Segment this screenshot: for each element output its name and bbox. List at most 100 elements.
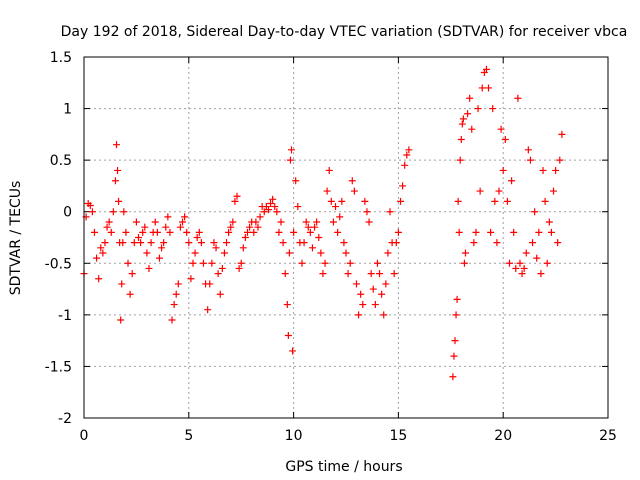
data-point — [306, 228, 314, 236]
data-points — [80, 65, 566, 381]
data-point — [216, 290, 224, 298]
data-point — [162, 223, 170, 231]
data-point — [139, 228, 147, 236]
data-point — [451, 337, 459, 345]
data-point — [233, 192, 241, 200]
data-point — [558, 130, 566, 138]
data-point — [241, 234, 249, 241]
data-point — [168, 316, 176, 324]
data-point — [158, 244, 166, 252]
data-point — [286, 156, 294, 164]
data-point — [556, 156, 564, 164]
data-point — [187, 275, 195, 283]
data-point — [124, 259, 132, 267]
data-point — [137, 239, 145, 247]
data-point — [197, 239, 205, 247]
data-point — [246, 223, 254, 231]
data-point — [464, 110, 472, 118]
data-point — [134, 234, 142, 241]
x-axis-label: GPS time / hours — [285, 459, 402, 475]
y-axis-label: SDTVAR / TECUs — [8, 181, 24, 296]
data-point — [174, 280, 182, 288]
data-point — [539, 166, 547, 174]
data-point — [367, 270, 375, 278]
y-tick-label: 0.5 — [50, 153, 72, 169]
data-point — [229, 218, 237, 226]
data-point — [103, 223, 111, 231]
data-point — [550, 187, 558, 195]
data-point — [308, 244, 316, 252]
data-point — [452, 311, 460, 319]
data-point — [376, 270, 384, 278]
data-point — [218, 264, 226, 272]
data-point — [122, 228, 130, 236]
data-point — [543, 259, 551, 267]
data-point — [225, 228, 233, 236]
data-point — [384, 249, 392, 257]
data-point — [281, 270, 289, 278]
data-point — [508, 177, 516, 185]
data-point — [535, 228, 543, 236]
data-point — [489, 105, 497, 113]
data-point — [529, 239, 537, 247]
data-point — [537, 270, 545, 278]
data-point — [350, 187, 358, 195]
data-point — [363, 208, 371, 216]
data-point — [547, 228, 555, 236]
data-point — [93, 254, 101, 262]
data-point — [378, 290, 386, 298]
data-point — [405, 146, 413, 154]
data-point — [554, 239, 562, 247]
data-point — [313, 218, 321, 226]
data-point — [487, 228, 495, 236]
data-point — [371, 301, 379, 309]
data-point — [119, 239, 127, 247]
data-point — [478, 84, 486, 92]
data-point — [283, 301, 291, 309]
data-point — [390, 270, 398, 278]
data-point — [505, 259, 513, 267]
data-point — [95, 275, 103, 283]
data-point — [399, 182, 407, 190]
data-point — [128, 270, 136, 278]
data-point — [524, 146, 532, 154]
data-point — [334, 228, 342, 236]
data-point — [212, 244, 220, 252]
data-point — [118, 280, 126, 288]
data-point — [284, 331, 292, 339]
data-point — [311, 223, 319, 231]
data-point — [336, 213, 344, 221]
data-point — [231, 197, 239, 205]
data-point — [485, 84, 493, 92]
data-point — [176, 223, 184, 231]
data-point — [181, 213, 189, 221]
data-point — [545, 218, 553, 226]
data-point — [352, 280, 360, 288]
data-point — [516, 259, 524, 267]
data-point — [456, 156, 464, 164]
data-point — [256, 213, 264, 221]
data-point — [495, 187, 503, 195]
data-point — [474, 105, 482, 113]
data-point — [153, 228, 161, 236]
data-point — [453, 295, 461, 303]
y-tick-label: -0.5 — [45, 256, 72, 272]
data-point — [199, 259, 207, 267]
data-point — [208, 259, 216, 267]
data-point — [145, 264, 153, 272]
data-point — [382, 280, 390, 288]
data-point — [300, 239, 308, 247]
data-point — [401, 161, 409, 169]
data-point — [321, 259, 329, 267]
data-point — [260, 208, 268, 216]
data-point — [132, 218, 140, 226]
data-point — [267, 199, 275, 207]
data-point — [455, 228, 463, 236]
data-point — [90, 228, 98, 236]
data-point — [533, 254, 541, 262]
data-point — [460, 259, 468, 267]
x-tick-label: 5 — [184, 428, 193, 444]
data-point — [298, 259, 306, 267]
data-point — [227, 223, 235, 231]
data-point — [348, 177, 356, 185]
